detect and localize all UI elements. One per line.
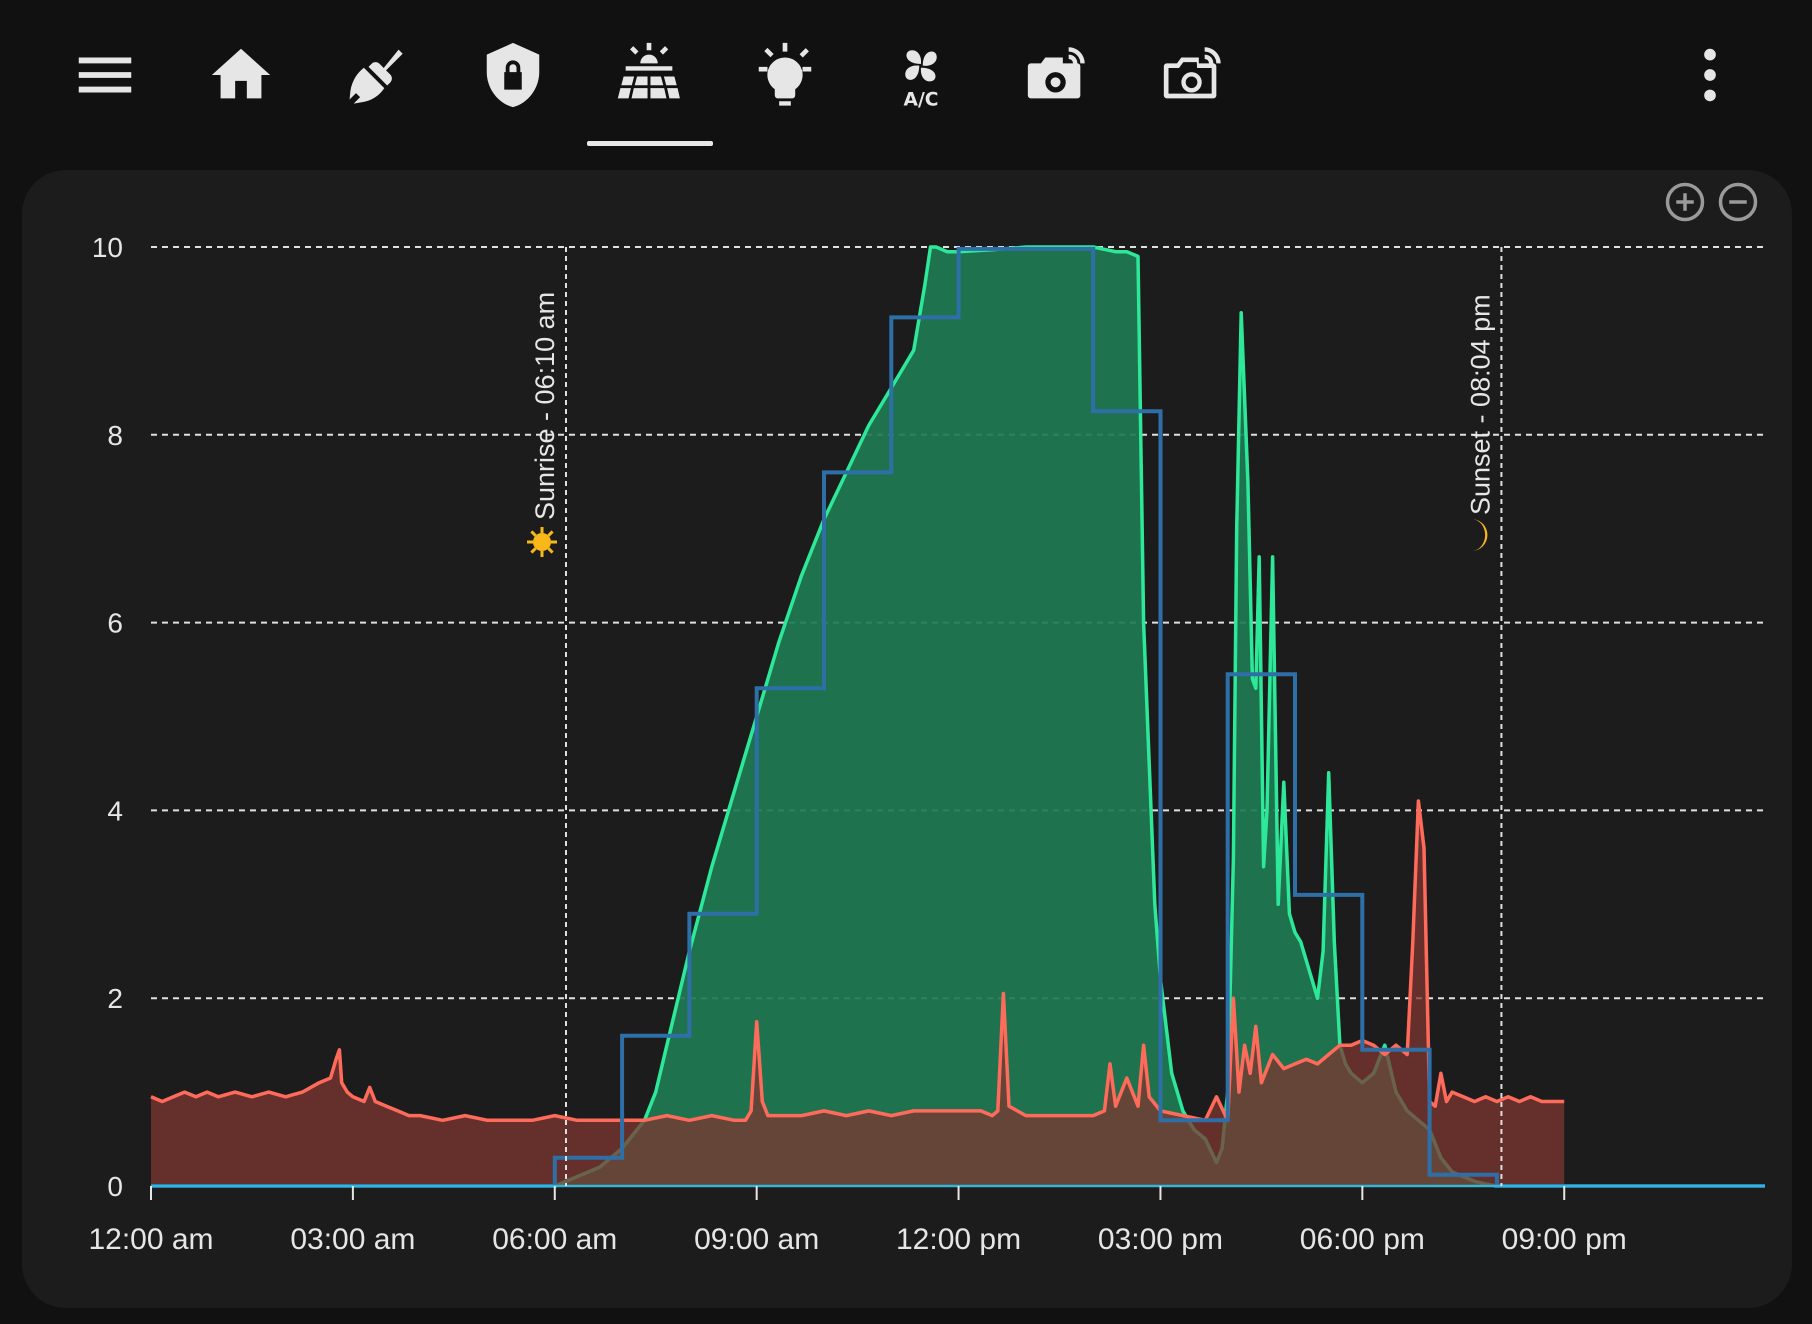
series-area-fill <box>151 247 1765 1186</box>
y-tick-label: 4 <box>107 795 123 826</box>
svg-text:A/C: A/C <box>904 90 939 110</box>
x-tick-label: 09:00 pm <box>1502 1223 1627 1256</box>
menu-button[interactable] <box>55 30 155 120</box>
marker-label: Sunset - 08:04 pm <box>1465 294 1495 515</box>
y-tick-label: 6 <box>107 608 123 639</box>
tab-security[interactable] <box>463 30 563 120</box>
top-toolbar: A/C <box>0 0 1812 150</box>
broom-icon <box>349 49 403 104</box>
sun-icon <box>526 527 557 557</box>
y-tick-label: 2 <box>107 983 123 1014</box>
x-tick-label: 06:00 pm <box>1300 1223 1425 1256</box>
sun-disc <box>532 533 551 551</box>
tab-lighting[interactable] <box>735 30 835 120</box>
tab-camera-1[interactable] <box>1007 30 1107 120</box>
sun-ray <box>547 547 554 554</box>
zoom-in-button[interactable] <box>1664 181 1706 223</box>
marker-label: Sunrise - 06:10 am <box>530 292 560 520</box>
sun-ray <box>530 547 537 554</box>
x-tick-label: 09:00 am <box>694 1223 819 1256</box>
sun-ray <box>530 530 537 537</box>
sun-ray <box>547 530 554 537</box>
x-tick-label: 12:00 pm <box>896 1223 1021 1256</box>
tab-cleaning[interactable] <box>327 30 427 120</box>
fan-ac-icon: A/C <box>904 50 939 110</box>
series-step-line <box>151 246 1765 1188</box>
active-tab-indicator <box>587 141 713 146</box>
marker-label-group: Sunset - 08:04 pm <box>1465 294 1495 515</box>
x-tick-label: 06:00 am <box>492 1223 617 1256</box>
minus-circle-icon <box>1718 182 1758 222</box>
camera-wireless-icon <box>1027 47 1085 99</box>
tab-solar[interactable] <box>599 30 699 120</box>
tab-climate[interactable]: A/C <box>871 30 971 120</box>
shield-lock-icon <box>486 42 540 108</box>
zoom-out-button[interactable] <box>1717 181 1759 223</box>
plus-circle-icon <box>1665 182 1705 222</box>
y-tick-label: 0 <box>107 1171 123 1202</box>
more-vertical-icon <box>1704 48 1716 102</box>
camera-wireless-outline-icon <box>1163 47 1221 99</box>
y-tick-label: 8 <box>107 420 123 451</box>
y-tick-label: 10 <box>92 232 123 263</box>
solar-panel-icon <box>617 42 680 99</box>
home-icon <box>211 48 271 99</box>
crescent-moon-icon <box>1471 519 1488 551</box>
x-tick-label: 12:00 am <box>88 1223 213 1256</box>
tab-home[interactable] <box>191 30 291 120</box>
lightbulb-icon <box>758 42 812 106</box>
hamburger-menu-icon <box>78 57 132 93</box>
tab-camera-2[interactable] <box>1143 30 1243 120</box>
marker-label-group: Sunrise - 06:10 am <box>530 292 560 520</box>
overflow-menu-button[interactable] <box>1660 30 1760 120</box>
x-tick-label: 03:00 am <box>290 1223 415 1256</box>
x-tick-label: 03:00 pm <box>1098 1223 1223 1256</box>
